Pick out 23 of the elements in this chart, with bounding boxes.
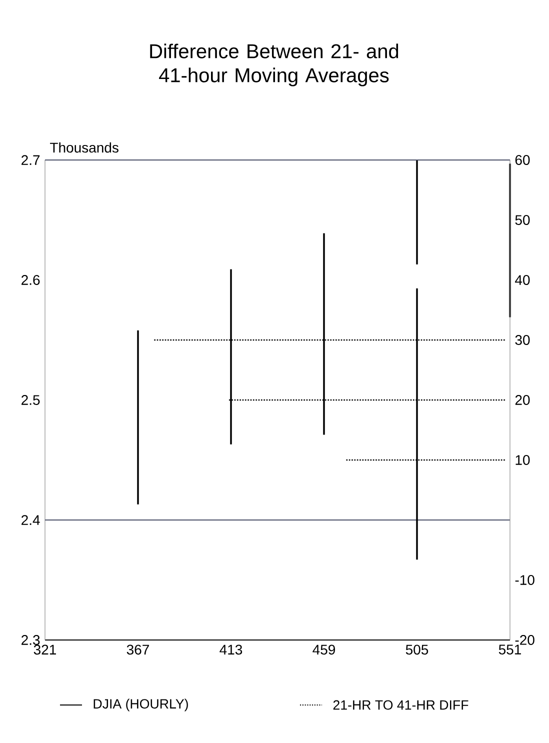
y2-tick-label: 30 [515,335,530,345]
y-tick-label: 2.3 [22,635,40,645]
y2-tick-label: -20 [515,635,534,645]
x-tick-label: 367 [126,644,149,655]
y2-tick-label: 10 [516,455,530,465]
y-tick-label: 2.7 [22,155,40,165]
x-tick-label: 321 [34,644,56,655]
y-tick-label: 2.6 [22,275,40,285]
y2-tick-label: 50 [515,215,530,225]
y2-tick-label: -10 [515,575,534,585]
y2-tick-label: 20 [515,395,530,405]
x-tick-label: 459 [312,644,335,655]
y2-tick-label: 40 [515,275,530,285]
y-axis-title: Thousands [50,142,118,153]
y-tick-label: 2.5 [22,395,40,405]
legend-label: 21-HR TO 41-HR DIFF [333,700,468,710]
x-tick-label: 551 [498,644,521,654]
x-tick-label: 505 [406,644,428,655]
chart-title: Difference Between 21- and 41-hour Moving Averages [150,44,398,86]
legend-label: DJIA (HOURLY) [94,698,188,712]
y-tick-label: 2.4 [22,515,40,525]
y2-tick-label: 60 [515,155,530,165]
x-tick-label: 413 [220,644,242,655]
